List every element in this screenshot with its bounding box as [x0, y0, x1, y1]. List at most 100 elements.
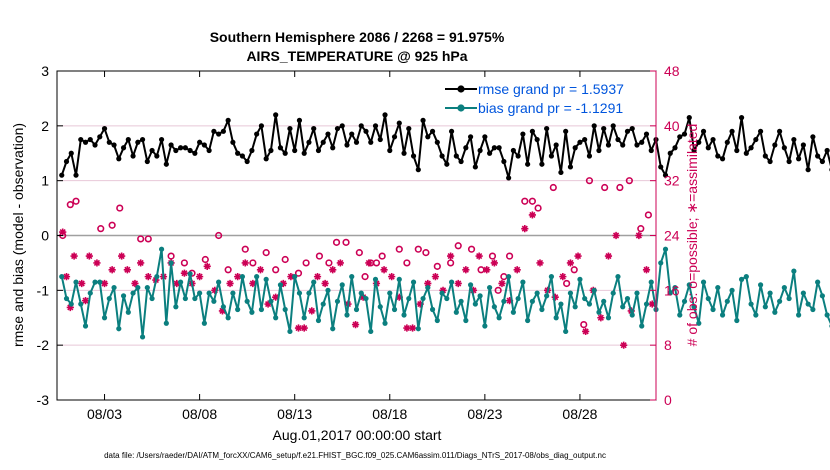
- y-right-tick-label: 16: [664, 282, 680, 298]
- bias-point: [197, 290, 203, 296]
- rmse-point: [410, 153, 417, 159]
- x-axis-label: Aug.01,2017 00:00:00 start: [273, 427, 442, 443]
- obs-assimilated-point: [528, 211, 536, 219]
- obs-assimilated-point: [597, 314, 605, 322]
- rmse-point: [344, 142, 350, 148]
- bias-point: [158, 246, 165, 252]
- bias-point: [734, 317, 740, 324]
- bias-point: [605, 315, 612, 321]
- bias-point: [230, 290, 236, 296]
- rmse-point: [639, 139, 645, 145]
- bias-point: [738, 276, 745, 282]
- bias-point: [772, 309, 778, 315]
- rmse-point: [368, 139, 374, 145]
- obs-possible-point: [570, 266, 578, 274]
- rmse-point: [292, 147, 298, 154]
- bias-point: [624, 295, 631, 302]
- rmse-point: [306, 139, 312, 145]
- y-axis-label: rmse and bias (model - observation): [10, 123, 26, 347]
- bias-point: [453, 309, 459, 315]
- bias-point: [520, 279, 526, 285]
- rmse-point: [501, 158, 507, 165]
- obs-assimilated-point: [308, 307, 316, 315]
- rmse-point: [244, 158, 250, 165]
- legend-bias-marker: [457, 104, 465, 112]
- legend: rmse grand pr = 1.5937 bias grand pr = -…: [443, 81, 643, 117]
- rmse-point: [111, 142, 117, 148]
- bias-point: [139, 334, 146, 340]
- obs-assimilated-point: [395, 293, 403, 301]
- obs-possible-point: [616, 183, 624, 192]
- obs-possible-point: [262, 249, 270, 257]
- obs-possible-point: [500, 273, 508, 281]
- bias-point: [73, 279, 79, 285]
- bias-point: [406, 295, 412, 302]
- obs-assimilated-point: [551, 293, 559, 301]
- obs-possible-point: [637, 225, 645, 233]
- y-tick-label: 0: [41, 228, 49, 244]
- bias-point: [111, 284, 117, 291]
- obs-possible-point: [488, 252, 497, 260]
- rmse-point: [130, 153, 136, 159]
- obs-assimilated-point: [582, 327, 590, 336]
- obs-assimilated-point: [100, 279, 109, 288]
- bias-point: [582, 295, 588, 302]
- rmse-point: [320, 139, 326, 145]
- rmse-point: [220, 128, 226, 134]
- rmse-point: [601, 125, 607, 132]
- bias-point: [249, 309, 255, 315]
- y-tick-label: 1: [41, 173, 49, 189]
- obs-assimilated-point: [439, 286, 447, 294]
- bias-point: [529, 298, 535, 304]
- bias-point: [467, 282, 474, 288]
- chart-subtitle: AIRS_TEMPERATURE @ 925 hPa: [246, 48, 467, 64]
- bias-point: [648, 279, 654, 285]
- rmse-point: [605, 142, 612, 148]
- rmse-point: [453, 153, 459, 159]
- rmse-point: [415, 167, 421, 173]
- obs-possible-point: [494, 286, 502, 294]
- bias-point: [506, 274, 512, 280]
- obs-assimilated-point: [475, 252, 483, 260]
- bias-point: [658, 260, 664, 266]
- bias-point: [796, 312, 802, 318]
- obs-assimilated-point: [483, 266, 491, 274]
- bias-point: [743, 274, 749, 280]
- obs-assimilated-point: [108, 266, 116, 274]
- obs-assimilated-point: [131, 279, 139, 288]
- obs-possible-point: [249, 259, 257, 267]
- bias-point: [610, 290, 616, 296]
- rmse-point: [139, 136, 146, 143]
- rmse-point: [629, 125, 635, 132]
- bias-point: [254, 274, 260, 280]
- rmse-point: [444, 161, 450, 167]
- rmse-point: [705, 145, 711, 151]
- obs-possible-point: [180, 259, 189, 267]
- bias-point: [558, 301, 564, 307]
- rmse-point: [125, 136, 131, 143]
- bias-point: [715, 284, 721, 291]
- bias-point: [63, 295, 70, 302]
- rmse-point: [515, 153, 521, 159]
- obs-assimilated-point: [424, 279, 432, 288]
- bias-point: [491, 304, 497, 310]
- rmse-point: [672, 145, 678, 151]
- obs-assimilated-point: [173, 279, 181, 288]
- bias-point: [719, 312, 726, 318]
- rmse-point: [482, 134, 488, 140]
- obs-assimilated-point: [118, 252, 126, 260]
- rmse-point: [363, 128, 369, 134]
- rmse-point: [762, 153, 768, 159]
- obs-possible-point: [66, 201, 74, 209]
- obs-assimilated-point: [70, 252, 78, 260]
- bias-point: [382, 320, 388, 326]
- bias-point: [225, 315, 231, 321]
- rmse-point: [786, 158, 792, 165]
- bias-point: [387, 290, 393, 296]
- rmse-point: [63, 158, 70, 165]
- rmse-point: [781, 145, 787, 151]
- obs-assimilated-point: [620, 341, 628, 349]
- bias-point: [781, 284, 787, 291]
- rmse-point: [772, 142, 778, 148]
- obs-assimilated-point: [313, 273, 322, 281]
